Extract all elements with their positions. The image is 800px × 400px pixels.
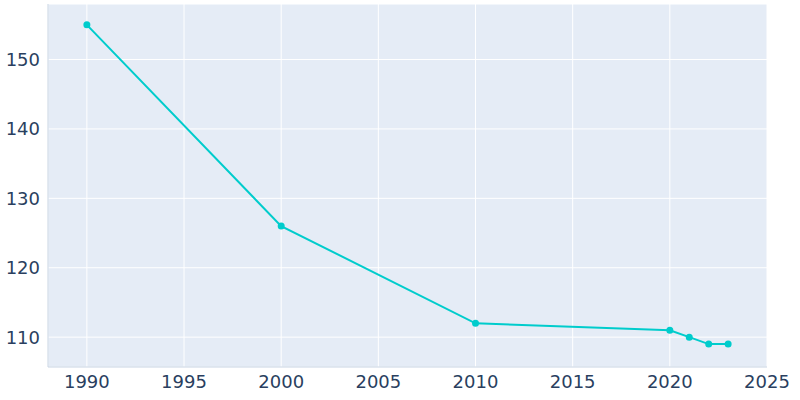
svg-text:130: 130 xyxy=(8,188,40,209)
svg-text:140: 140 xyxy=(8,118,40,139)
svg-text:2010: 2010 xyxy=(453,371,499,392)
svg-text:120: 120 xyxy=(8,257,40,278)
svg-text:2000: 2000 xyxy=(258,371,304,392)
svg-text:2015: 2015 xyxy=(550,371,596,392)
svg-text:110: 110 xyxy=(8,327,40,348)
svg-text:1995: 1995 xyxy=(161,371,207,392)
svg-text:2025: 2025 xyxy=(744,371,790,392)
svg-text:1990: 1990 xyxy=(64,371,110,392)
svg-text:2020: 2020 xyxy=(647,371,693,392)
svg-text:150: 150 xyxy=(8,49,40,70)
svg-text:2005: 2005 xyxy=(355,371,401,392)
